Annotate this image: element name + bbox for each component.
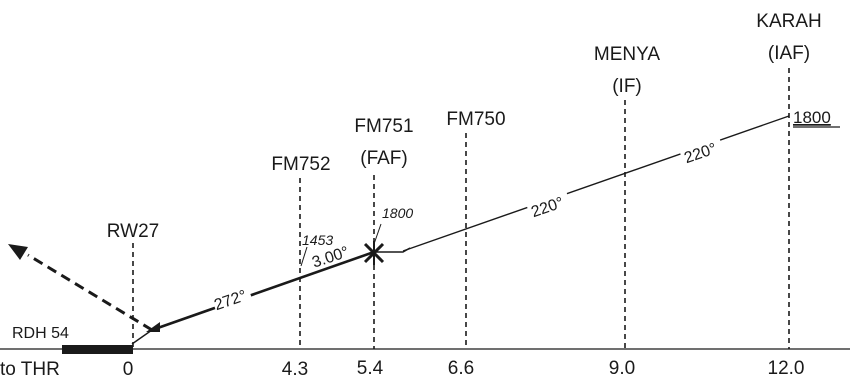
fix-name-rw27: RW27 [107,221,159,242]
distance-karah: 12.0 [768,358,805,379]
alt-pointer-fm752 [301,247,307,266]
distance-fm750: 6.6 [448,358,474,379]
distance-fm752: 4.3 [282,359,308,379]
fix-name-fm751: FM751 [354,116,413,137]
fix-name-menya: MENYA [594,44,660,65]
distance-rw27: 0 [123,359,134,379]
rdh-label: RDH 54 [12,325,69,342]
alt-fm752: 1453 [302,232,333,248]
fix-role-fm751: (FAF) [360,148,408,169]
fix-role-karah: (IAF) [768,43,810,64]
alt-pointer-fm751 [374,224,381,244]
alt-karah: 1800 [793,108,831,127]
track-mid-label: 220° [529,194,566,221]
missed-approach-arrowhead [8,244,28,260]
track-top-label: 220° [682,140,719,167]
distance-menya: 9.0 [609,358,635,379]
threshold-segment [132,330,152,344]
intermediate-path [403,116,789,251]
final-approach-path [152,252,374,330]
alt-fm751: 1800 [382,205,413,221]
runway-bar [62,345,133,354]
track-final-label: 272° [212,287,249,314]
fix-role-menya: (IF) [612,76,642,97]
fix-name-karah: KARAH [756,11,821,32]
distance-fm751: 5.4 [357,358,384,379]
fix-name-fm752: FM752 [271,154,330,175]
to-thr-label: to THR [0,359,60,379]
fix-name-fm750: FM750 [446,109,505,130]
